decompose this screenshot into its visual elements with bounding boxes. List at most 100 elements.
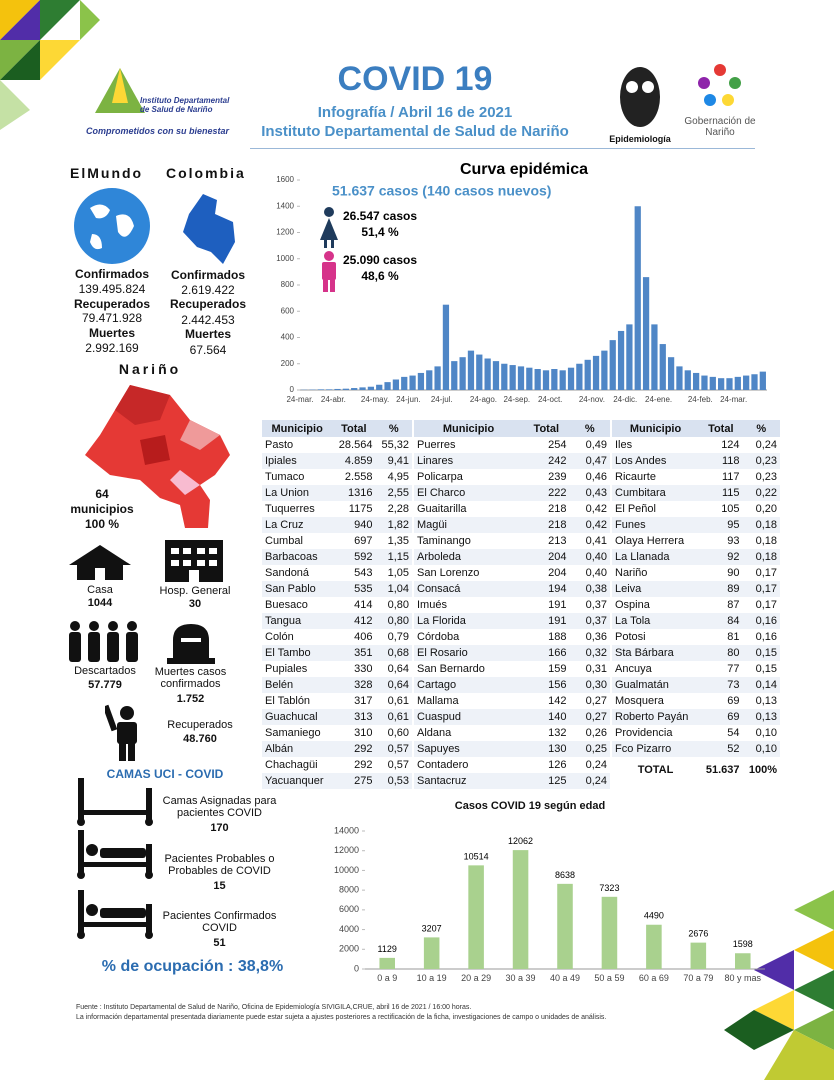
table-row: Aldana 132 0,26 (414, 725, 610, 741)
bar (434, 366, 441, 390)
footer-note: La información departamental presentada … (76, 1014, 607, 1021)
cell-name: San Lorenzo (417, 567, 480, 579)
bar (376, 384, 383, 390)
x-tick-label: 80 y mas (725, 973, 762, 983)
table-head: Municipio Total% (262, 420, 412, 437)
bar (409, 375, 416, 390)
chart-annotation: 51.637 casos (140 casos nuevos) (332, 183, 551, 199)
table-row: Buesaco 414 0,80 (262, 597, 412, 613)
table-row: El Rosario 166 0,32 (414, 645, 610, 661)
cell-number: 0,18 (742, 549, 780, 565)
discarded-count: 57.779 (88, 679, 122, 691)
cell-number: 0,40 (585, 567, 607, 579)
bar (751, 374, 758, 390)
y-tick-label: 200 (281, 359, 295, 368)
cell-name: Aldana (417, 727, 452, 739)
bar (384, 382, 391, 390)
x-tick-label: 20 a 29 (461, 973, 491, 983)
icu-probable: 15 (213, 880, 226, 892)
cell-name: Policarpa (417, 471, 463, 483)
value-label: 7323 (599, 883, 619, 893)
cell-number: 93 (727, 535, 740, 547)
value-label: 12062 (508, 836, 533, 846)
cell-number: 406 (354, 631, 373, 643)
cell-name: Albán (262, 741, 333, 757)
cell-number: 242 (523, 453, 570, 469)
cell-number: 28.564 (338, 439, 373, 451)
cell-number: 204 (548, 567, 567, 579)
table-row: Mosquera 69 0,13 (612, 693, 780, 709)
y-tick-label: 14000 (334, 825, 359, 835)
cell-name: Magüi (414, 517, 524, 533)
cell-number: 351 (332, 645, 376, 661)
cell-name: Cartago (414, 677, 524, 693)
table-row: Potosi 81 0,16 (612, 629, 780, 645)
y-tick-label: 1400 (276, 201, 294, 210)
x-tick-label: 24-ene. (645, 395, 672, 404)
cell-number: 0,26 (585, 727, 607, 739)
bar (567, 367, 575, 390)
cell-name: Imués (417, 599, 447, 611)
table-row: Albán 292 0,57 (262, 741, 412, 757)
deaths-label: Muertes casos confirmados (154, 666, 227, 690)
cell-number: 940 (332, 517, 376, 533)
municipality-table: Municipio Total% Iles 124 0,24 Los Andes 118 0,… (612, 420, 780, 783)
cell-number: 414 (354, 599, 373, 611)
table-row: Tuquerres 1175 2,28 (262, 501, 412, 517)
cell-name: Tumaco (265, 471, 305, 483)
cell-name: Los Andes (612, 453, 700, 469)
table-row: La Cruz 940 1,82 (262, 517, 412, 533)
institution: Instituto Departamental de Salud de Nari… (261, 123, 569, 140)
x-tick-label: 24-jul. (431, 395, 453, 404)
municipality-tables: Municipio Total% Pasto 28.564 55,32 Ipiales 4.… (262, 420, 780, 795)
recovered-label: Recuperados (167, 719, 233, 731)
table-row: El Charco 222 0,43 (414, 485, 610, 501)
cell-number: 54 (727, 727, 740, 739)
cell-name: Ipiales (262, 453, 333, 469)
cell-number: 0,49 (585, 439, 607, 451)
y-tick-label: 400 (281, 333, 295, 342)
bar (718, 378, 725, 390)
cell-number: 89 (699, 581, 743, 597)
cell-name: Barbacoas (262, 549, 333, 565)
bar (459, 357, 466, 390)
cell-number: 592 (332, 549, 376, 565)
colombia-map-icon (183, 194, 235, 264)
cell-number: 2,28 (387, 503, 409, 515)
table-row: Los Andes 118 0,23 (612, 453, 780, 469)
value-label: 4490 (644, 911, 664, 921)
column-header: Municipio (262, 420, 333, 437)
world-recovered-label: Recuperados (73, 297, 151, 311)
cell-number: 0,13 (755, 695, 777, 707)
world-recovered: 79.471.928 (81, 311, 143, 325)
cell-name: Olaya Herrera (615, 535, 685, 547)
chart-title: Curva epidémica (460, 161, 588, 178)
bar (576, 363, 583, 390)
cell-name: Providencia (615, 727, 673, 739)
table-row: El Peñol 105 0,20 (612, 501, 780, 517)
cell-name: Iles (615, 439, 633, 451)
cell-number: 0,20 (755, 503, 777, 515)
bar (551, 369, 558, 390)
cell-number: 188 (548, 631, 567, 643)
bar (379, 957, 395, 969)
bar (442, 304, 450, 390)
table-row: Ospina 87 0,17 (612, 597, 780, 613)
cell-number: 0,38 (569, 581, 610, 597)
cell-number: 1,15 (375, 549, 412, 565)
table-row: Providencia 54 0,10 (612, 725, 780, 741)
table-row: Consacá 194 0,38 (414, 581, 610, 597)
x-tick-label: 50 a 59 (594, 973, 624, 983)
cell-number: 0,10 (742, 741, 780, 757)
cell-number: 0,17 (755, 567, 777, 579)
table-row: San Pablo 535 1,04 (262, 581, 412, 597)
cell-name: Mosquera (615, 695, 664, 707)
table-row: Santacruz 125 0,24 (414, 773, 610, 789)
cell-number: 0,37 (585, 599, 607, 611)
cell-number: 55,32 (381, 439, 409, 451)
cell-number: 317 (354, 695, 373, 707)
male-pct: 48,6 % (361, 269, 399, 283)
idsn-logo (95, 68, 145, 113)
cell-number: 0,64 (387, 663, 409, 675)
cell-number: 0,32 (569, 645, 610, 661)
